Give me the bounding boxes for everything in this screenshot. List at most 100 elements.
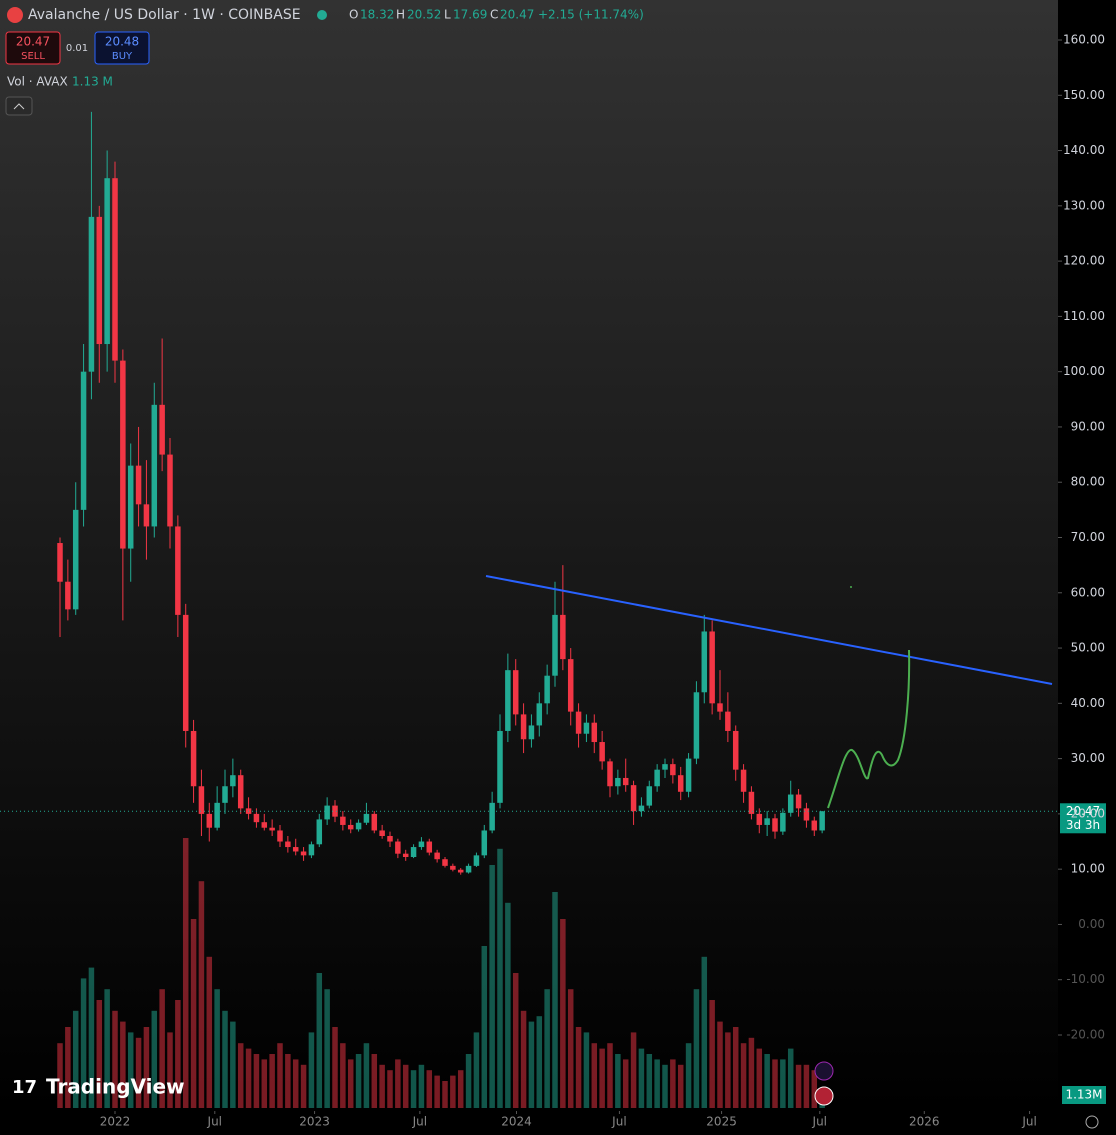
candle-body <box>567 659 574 712</box>
ohlc-label: L <box>444 8 451 22</box>
volume-bar <box>151 1010 158 1108</box>
candle-body <box>237 775 244 809</box>
ohlc-value: 17.69 <box>453 8 487 22</box>
volume-bar <box>245 1048 252 1108</box>
volume-bar <box>143 1027 150 1108</box>
event-icon[interactable] <box>814 1061 834 1081</box>
candle-body <box>57 543 63 582</box>
candle-body <box>630 785 637 812</box>
sell-button[interactable] <box>5 31 61 65</box>
volume-bar <box>72 1010 79 1108</box>
ohlc-value: 18.32 <box>360 8 394 22</box>
volume-bar <box>96 1000 103 1108</box>
event-flag[interactable] <box>814 1086 834 1106</box>
volume-bar <box>355 1054 362 1108</box>
volume-bar <box>748 1037 755 1108</box>
volume-bar <box>512 973 519 1108</box>
candle-body <box>450 865 456 870</box>
candle-body <box>575 711 582 734</box>
candle-body <box>528 725 535 740</box>
candle-body <box>285 841 291 848</box>
candle-body <box>748 791 755 814</box>
symbol-logo <box>7 7 23 23</box>
volume-bar <box>685 1043 692 1108</box>
ohlc-label: H <box>396 8 405 22</box>
volume-bar <box>505 902 511 1108</box>
y-tick-label: 60.00 <box>1071 585 1105 599</box>
volume-bar <box>426 1070 433 1108</box>
candle-body <box>198 786 205 814</box>
candle-body <box>646 786 653 806</box>
candle-body <box>505 670 511 731</box>
candle-body <box>395 841 401 854</box>
ohlc-value: 20.52 <box>407 8 441 22</box>
y-tick-label: 110.00 <box>1063 309 1105 323</box>
sell-label: SELL <box>21 51 45 62</box>
volume-bar <box>410 1070 417 1108</box>
collapse-button[interactable] <box>5 96 33 116</box>
volume-bar <box>316 973 323 1108</box>
x-tick-label: 2025 <box>706 1115 737 1129</box>
candle-body <box>253 813 260 823</box>
candle-body <box>340 816 346 825</box>
candle-body <box>599 742 605 762</box>
candle-body <box>489 802 495 831</box>
candle-body <box>497 730 503 803</box>
volume-bar <box>489 865 495 1108</box>
candle-body <box>402 853 409 858</box>
candle-body <box>591 722 598 743</box>
candle-body <box>795 794 802 809</box>
settings-icon[interactable] <box>1085 1115 1099 1129</box>
candle-body <box>544 675 550 704</box>
brand-mark: 17 <box>12 1077 37 1098</box>
volume-value: 1.13 M <box>72 75 113 89</box>
y-tick-label: 150.00 <box>1063 88 1105 102</box>
volume-bar <box>88 967 95 1108</box>
volume-bar <box>442 1081 448 1108</box>
candle-body <box>151 404 158 527</box>
volume-bar <box>277 1043 283 1108</box>
candle-body <box>277 830 283 842</box>
volume-bar <box>104 989 110 1108</box>
buy-button[interactable] <box>94 31 150 65</box>
candle-body <box>536 703 543 726</box>
brand-logo: TradingView <box>46 1075 185 1099</box>
candle-body <box>426 841 433 853</box>
volume-bar <box>693 989 700 1108</box>
volume-tag-value: 1.13M <box>1065 1088 1102 1102</box>
volume-bar <box>481 946 488 1108</box>
candle-body <box>316 819 323 845</box>
candle-body <box>418 841 425 848</box>
y-tick-label: 0.00 <box>1078 917 1105 931</box>
candle-body <box>182 614 189 731</box>
volume-bar <box>795 1064 802 1108</box>
volume-bar <box>670 1059 676 1108</box>
volume-bar <box>112 1010 118 1108</box>
candle-body <box>127 465 134 549</box>
volume-bar <box>465 1054 472 1108</box>
trend-line <box>485 575 1053 685</box>
candle-body <box>560 614 566 660</box>
volume-bar <box>214 989 220 1108</box>
candle-body <box>662 764 668 770</box>
candle-body <box>167 454 173 527</box>
y-tick-label: -10.00 <box>1066 972 1105 986</box>
price-tag-countdown: 3d 3h <box>1066 818 1100 832</box>
x-tick-label: Jul <box>611 1115 626 1129</box>
candle-body <box>481 830 488 856</box>
drawing-dot <box>850 586 852 588</box>
symbol-title[interactable]: Avalanche / US Dollar · 1W · COINBASE <box>28 7 301 23</box>
candle-body <box>764 818 770 825</box>
volume-bar <box>725 1032 731 1108</box>
candle-body <box>693 692 700 759</box>
candle-body <box>740 769 747 792</box>
candle-body <box>222 786 228 803</box>
y-tick-label: 50.00 <box>1071 641 1105 655</box>
y-tick-label: 100.00 <box>1063 364 1105 378</box>
candle-body <box>104 178 110 345</box>
candle-body <box>512 670 519 715</box>
volume-bar <box>332 1027 338 1108</box>
candle-body <box>622 777 629 786</box>
candle-body <box>292 847 299 852</box>
